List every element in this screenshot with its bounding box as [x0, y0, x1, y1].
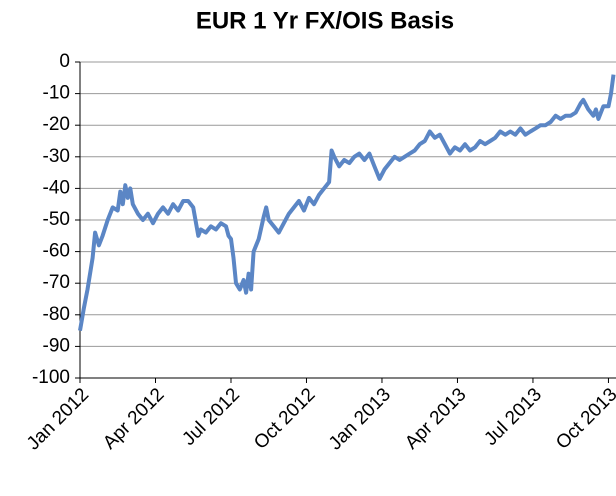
x-tick-label: Jan 2013 — [325, 384, 395, 454]
y-tick-label: 0 — [59, 51, 70, 72]
y-tick-label: -10 — [43, 83, 70, 104]
x-tick-label: Oct 2013 — [552, 384, 616, 453]
y-tick-label: -100 — [32, 367, 70, 388]
x-tick-label: Apr 2013 — [401, 384, 470, 453]
y-tick-label: -80 — [43, 304, 70, 325]
x-tick-label: Apr 2012 — [99, 384, 168, 453]
y-tick-label: -30 — [43, 146, 70, 167]
y-tick-label: -50 — [43, 209, 70, 230]
chart-title: EUR 1 Yr FX/OIS Basis — [196, 7, 454, 34]
y-tick-label: -90 — [43, 335, 70, 356]
y-tick-label: -40 — [43, 177, 70, 198]
x-tick-label: Jul 2013 — [480, 384, 546, 450]
y-tick-label: -20 — [43, 114, 70, 135]
x-tick-label: Jan 2012 — [23, 384, 93, 454]
x-tick-label: Oct 2012 — [250, 384, 319, 453]
data-line — [78, 74, 616, 331]
x-tick-label: Jul 2012 — [178, 384, 244, 450]
y-tick-label: -60 — [43, 241, 70, 262]
y-tick-label: -70 — [43, 272, 70, 293]
